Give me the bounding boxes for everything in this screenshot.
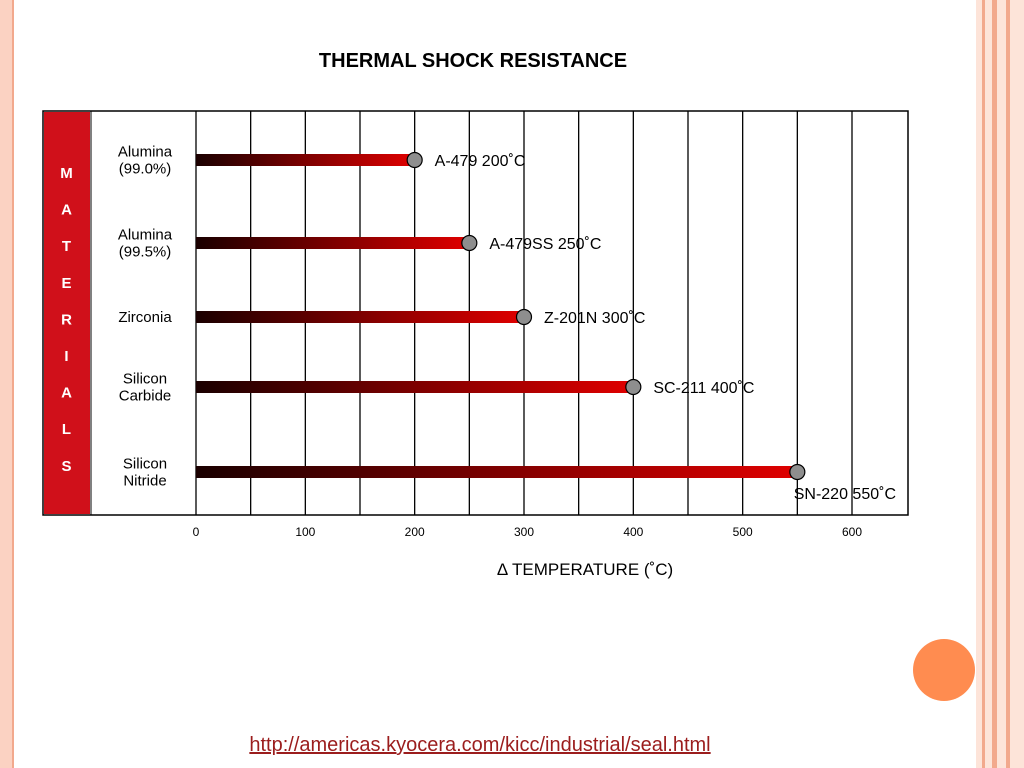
- x-tick-label: 300: [514, 525, 534, 539]
- bar: [196, 466, 798, 478]
- bar-end-marker: [515, 308, 533, 326]
- materials-letter: S: [61, 458, 71, 475]
- decorative-circle: [913, 639, 975, 701]
- category-label: (99.5%): [119, 244, 172, 261]
- category-label: Alumina: [118, 227, 173, 244]
- value-label: Z-201N 300˚C: [544, 310, 645, 327]
- bar-end-marker: [789, 463, 806, 481]
- left-frame-border: [0, 0, 14, 768]
- materials-letter: A: [61, 385, 72, 402]
- materials-letter: L: [62, 421, 71, 438]
- frame-stripe: [982, 0, 985, 768]
- bar: [196, 381, 634, 393]
- bar-end-marker: [625, 378, 642, 396]
- x-tick-label: 500: [733, 525, 753, 539]
- category-label: Silicon: [123, 456, 167, 473]
- slide-title: THERMAL SHOCK RESISTANCE: [318, 50, 628, 72]
- source-link[interactable]: http://americas.kyocera.com/kicc/industr…: [249, 734, 711, 756]
- bar-end-marker: [461, 234, 478, 252]
- category-label: (99.0%): [119, 161, 172, 178]
- category-label: Zirconia: [118, 309, 172, 326]
- frame-stripe: [1006, 0, 1010, 768]
- value-label: SC-211 400˚C: [653, 380, 754, 397]
- frame-stripe: [992, 0, 997, 768]
- x-tick-label: 0: [193, 525, 200, 539]
- bar-end-marker: [406, 151, 423, 169]
- bar: [196, 311, 524, 323]
- value-label: SN-220 550˚C: [794, 486, 896, 503]
- materials-letter: M: [60, 165, 73, 182]
- category-label: Alumina: [118, 144, 173, 161]
- category-label: Carbide: [119, 388, 172, 405]
- right-frame-border: [976, 0, 1024, 768]
- category-label: Silicon: [123, 371, 167, 388]
- value-label: A-479SS 250˚C: [489, 236, 601, 253]
- materials-letter: T: [62, 238, 71, 255]
- value-label: A-479 200˚C: [435, 153, 526, 170]
- materials-letter: A: [61, 202, 72, 219]
- x-tick-label: 600: [842, 525, 862, 539]
- materials-letter: R: [61, 311, 72, 328]
- x-tick-label: 400: [623, 525, 643, 539]
- category-label: Nitride: [123, 473, 166, 490]
- materials-band: [44, 112, 90, 514]
- bar: [196, 237, 470, 249]
- x-tick-label: 200: [405, 525, 425, 539]
- x-axis-title: Δ TEMPERATURE (˚C): [496, 560, 674, 579]
- materials-letter: I: [64, 348, 68, 365]
- materials-letter: E: [61, 275, 71, 292]
- x-tick-label: 100: [295, 525, 315, 539]
- bar: [196, 154, 415, 166]
